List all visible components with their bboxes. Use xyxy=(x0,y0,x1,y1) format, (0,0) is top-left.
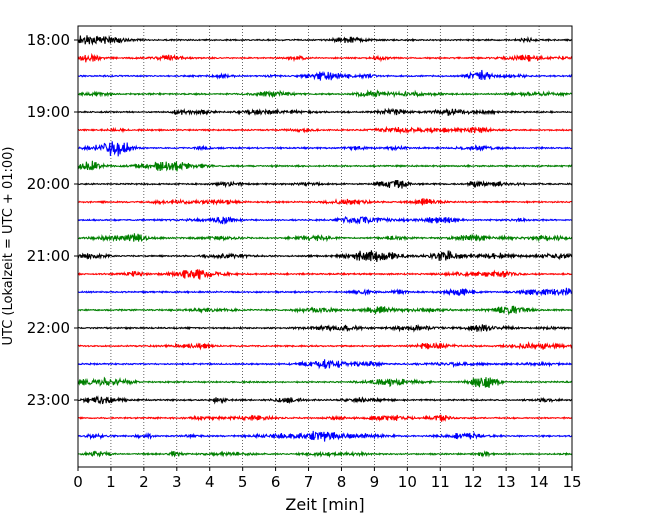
trace-18-15 xyxy=(77,52,573,63)
trace-19-45 xyxy=(77,160,573,172)
trace-18-00 xyxy=(77,34,572,46)
trace-22-00 xyxy=(77,323,573,333)
y-tick-label: 20:00 xyxy=(27,175,70,193)
trace-18-45 xyxy=(77,89,573,99)
x-tick-label: 2 xyxy=(139,473,149,491)
y-tick-label: 19:00 xyxy=(27,103,70,121)
x-tick-label: 14 xyxy=(530,473,549,491)
trace-20-30 xyxy=(77,215,573,225)
x-tick-label: 7 xyxy=(304,473,314,491)
trace-22-30 xyxy=(77,359,572,370)
x-tick-label: 1 xyxy=(106,473,116,491)
x-tick-label: 3 xyxy=(172,473,182,491)
trace-20-15 xyxy=(77,198,573,206)
trace-21-30 xyxy=(77,287,573,297)
x-axis-ticks: 0 1 2 3 4 5 6 7 8 9 10 11 12 13 14 15 xyxy=(73,467,582,491)
x-tick-label: 13 xyxy=(497,473,516,491)
trace-21-45 xyxy=(77,305,573,316)
trace-21-00 xyxy=(77,250,573,262)
x-tick-label: 0 xyxy=(73,473,83,491)
y-axis-title: UTC (Lokalzeit = UTC + 01:00) xyxy=(1,147,16,346)
x-tick-label: 12 xyxy=(464,473,483,491)
trace-19-30 xyxy=(77,141,572,157)
y-tick-label: 23:00 xyxy=(27,391,70,409)
trace-21-15 xyxy=(77,269,573,280)
trace-23-30 xyxy=(77,430,573,442)
trace-23-15 xyxy=(77,414,573,422)
x-tick-label: 6 xyxy=(271,473,281,491)
trace-lines xyxy=(77,34,573,459)
y-tick-label: 22:00 xyxy=(27,319,70,337)
x-tick-label: 4 xyxy=(205,473,215,491)
trace-20-45 xyxy=(77,233,573,243)
y-axis-ticks: 18:00 19:00 20:00 21:00 22:00 23:00 xyxy=(27,31,78,409)
trace-20-00 xyxy=(77,179,573,189)
y-tick-label: 21:00 xyxy=(27,247,70,265)
x-tick-label: 5 xyxy=(238,473,248,491)
trace-22-45 xyxy=(77,376,573,388)
x-tick-label: 11 xyxy=(431,473,450,491)
x-tick-label: 10 xyxy=(398,473,417,491)
plot-frame xyxy=(77,25,573,468)
trace-19-00 xyxy=(77,107,573,116)
y-tick-label: 18:00 xyxy=(27,31,70,49)
x-tick-label: 15 xyxy=(562,473,581,491)
x-tick-label: 8 xyxy=(337,473,347,491)
trace-22-15 xyxy=(77,341,573,351)
trace-23-45 xyxy=(77,450,573,459)
x-axis-title: Zeit [min] xyxy=(285,495,364,514)
trace-18-30 xyxy=(77,69,573,81)
trace-23-00 xyxy=(77,395,573,405)
trace-19-15 xyxy=(77,125,573,135)
x-tick-label: 9 xyxy=(370,473,380,491)
